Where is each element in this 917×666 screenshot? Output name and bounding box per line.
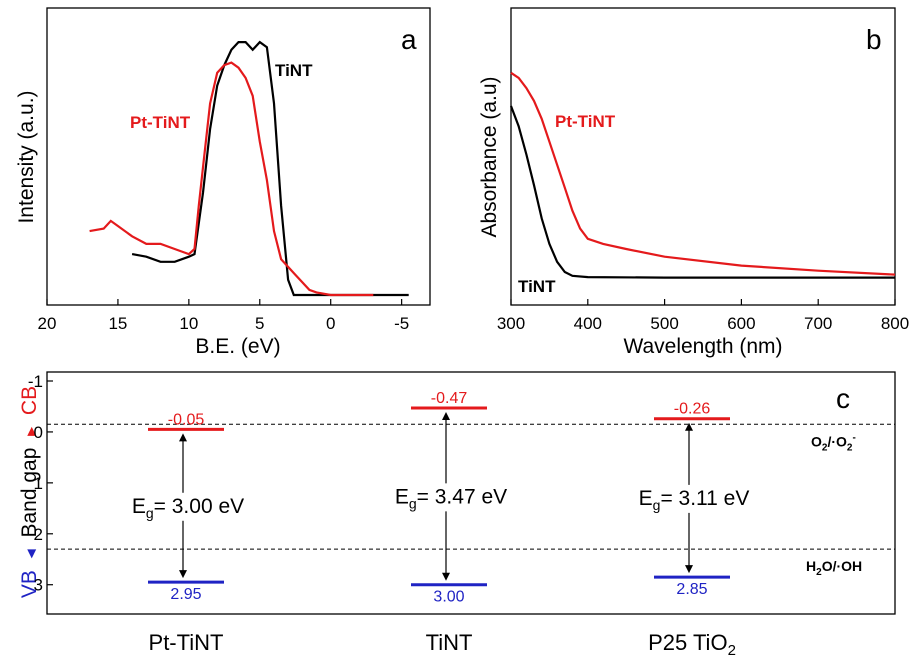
panel-b-series-label-tint: TiNT bbox=[518, 277, 556, 296]
ylabel-vb: VB bbox=[18, 570, 41, 598]
x-tick-label: 400 bbox=[574, 314, 602, 333]
eg-label-bg bbox=[634, 484, 754, 513]
arrow-down-icon bbox=[442, 572, 450, 581]
redox-label-h2o: H2O/·OH bbox=[806, 558, 862, 578]
panel-a-series-label-tint: TiNT bbox=[275, 61, 313, 80]
x-tick-label: 10 bbox=[179, 314, 198, 333]
category-label: TiNT bbox=[426, 630, 473, 655]
band-gap-label: Eg= 3.00 eV bbox=[132, 495, 244, 521]
panel-b-series-label-pt-tint: Pt-TiNT bbox=[555, 112, 616, 131]
panel-a-line-pt-tint bbox=[89, 61, 374, 297]
cb-value: -0.05 bbox=[168, 411, 205, 428]
x-tick-label: 300 bbox=[497, 314, 525, 333]
ylabel-left-arrow-icon: ◄ bbox=[23, 546, 40, 561]
vb-value: 2.85 bbox=[676, 581, 707, 598]
panel-a: Intensity (a.u.) B.E. (eV) a 20 15 10 5 0 -5 … bbox=[15, 7, 431, 358]
arrow-up-icon bbox=[685, 422, 693, 431]
vb-value: 2.95 bbox=[170, 586, 201, 603]
ylabel-band-gap: Band gap bbox=[18, 448, 41, 538]
panel-c-ylabel: VB ◄ Band gap ► CB bbox=[18, 386, 41, 598]
panel-b-line-tint bbox=[509, 105, 895, 279]
panel-b-line-pt-tint bbox=[510, 71, 896, 276]
band-gap-label: Eg= 3.47 eV bbox=[395, 485, 507, 511]
panel-b: Absorbance (a.u) Wavelength (nm) b 300 40… bbox=[478, 7, 909, 358]
arrow-up-icon bbox=[442, 411, 450, 420]
arrow-down-icon bbox=[179, 570, 187, 579]
panel-a-series-label-pt-tint: Pt-TiNT bbox=[130, 113, 191, 132]
panel-a-line-tint bbox=[131, 40, 409, 297]
eg-label-bg bbox=[128, 492, 248, 521]
panel-b-xlabel: Wavelength (nm) bbox=[623, 335, 782, 358]
x-tick-label: 5 bbox=[255, 314, 264, 333]
redox-label-o2: O2/·O2- bbox=[811, 432, 856, 453]
x-tick-label: 15 bbox=[108, 314, 127, 333]
panel-a-ticks: 20 15 10 5 0 -5 bbox=[38, 299, 409, 333]
x-tick-label: 500 bbox=[650, 314, 678, 333]
panel-a-xlabel: B.E. (eV) bbox=[195, 335, 280, 358]
y-tick-label: -1 bbox=[28, 372, 43, 391]
panel-c-ticks: -1 0 1 2 3 bbox=[28, 372, 53, 595]
category-label: P25 TiO2 bbox=[648, 630, 736, 659]
y-tick-label: 3 bbox=[34, 576, 43, 595]
cb-value: -0.26 bbox=[674, 401, 711, 418]
x-tick-label: 800 bbox=[881, 314, 909, 333]
panel-b-letter: b bbox=[866, 24, 882, 55]
x-tick-label: 600 bbox=[727, 314, 755, 333]
panel-a-ylabel: Intensity (a.u.) bbox=[15, 90, 38, 223]
y-tick-label: 2 bbox=[34, 525, 43, 544]
x-tick-label: 700 bbox=[804, 314, 832, 333]
arrow-down-icon bbox=[685, 565, 693, 574]
x-tick-label: 20 bbox=[38, 314, 57, 333]
y-tick-label: 1 bbox=[34, 474, 43, 493]
material-tint: -0.47 3.00 Eg= 3.47 eV TiNT bbox=[391, 390, 511, 655]
arrow-up-icon bbox=[179, 433, 187, 442]
ylabel-cb: CB bbox=[18, 386, 41, 415]
ylabel-right-arrow-icon: ► bbox=[23, 424, 40, 439]
panel-c-letter: c bbox=[836, 383, 850, 414]
panel-a-letter: a bbox=[401, 24, 417, 55]
panel-c: c VB ◄ Band gap ► CB -1 0 1 2 3 O2/·O2- H2O/… bbox=[18, 371, 896, 659]
band-gap-label: Eg= 3.11 eV bbox=[639, 487, 750, 513]
material-p25-tio2: -0.26 2.85 Eg= 3.11 eV P25 TiO2 bbox=[634, 401, 754, 659]
panel-a-frame bbox=[46, 7, 431, 306]
y-tick-label: 0 bbox=[34, 423, 43, 442]
eg-label-bg bbox=[391, 483, 511, 512]
material-pt-tint: -0.05 2.95 Eg= 3.00 eV Pt-TiNT bbox=[128, 411, 248, 655]
panel-b-ticks: 300 400 500 600 700 800 bbox=[497, 299, 909, 333]
category-label: Pt-TiNT bbox=[149, 630, 224, 655]
panel-b-frame bbox=[510, 7, 896, 306]
x-tick-label: -5 bbox=[394, 314, 409, 333]
panel-b-ylabel: Absorbance (a.u) bbox=[478, 76, 501, 237]
vb-value: 3.00 bbox=[433, 589, 464, 606]
cb-value: -0.47 bbox=[431, 390, 468, 407]
panel-c-frame bbox=[46, 371, 896, 615]
x-tick-label: 0 bbox=[326, 314, 335, 333]
